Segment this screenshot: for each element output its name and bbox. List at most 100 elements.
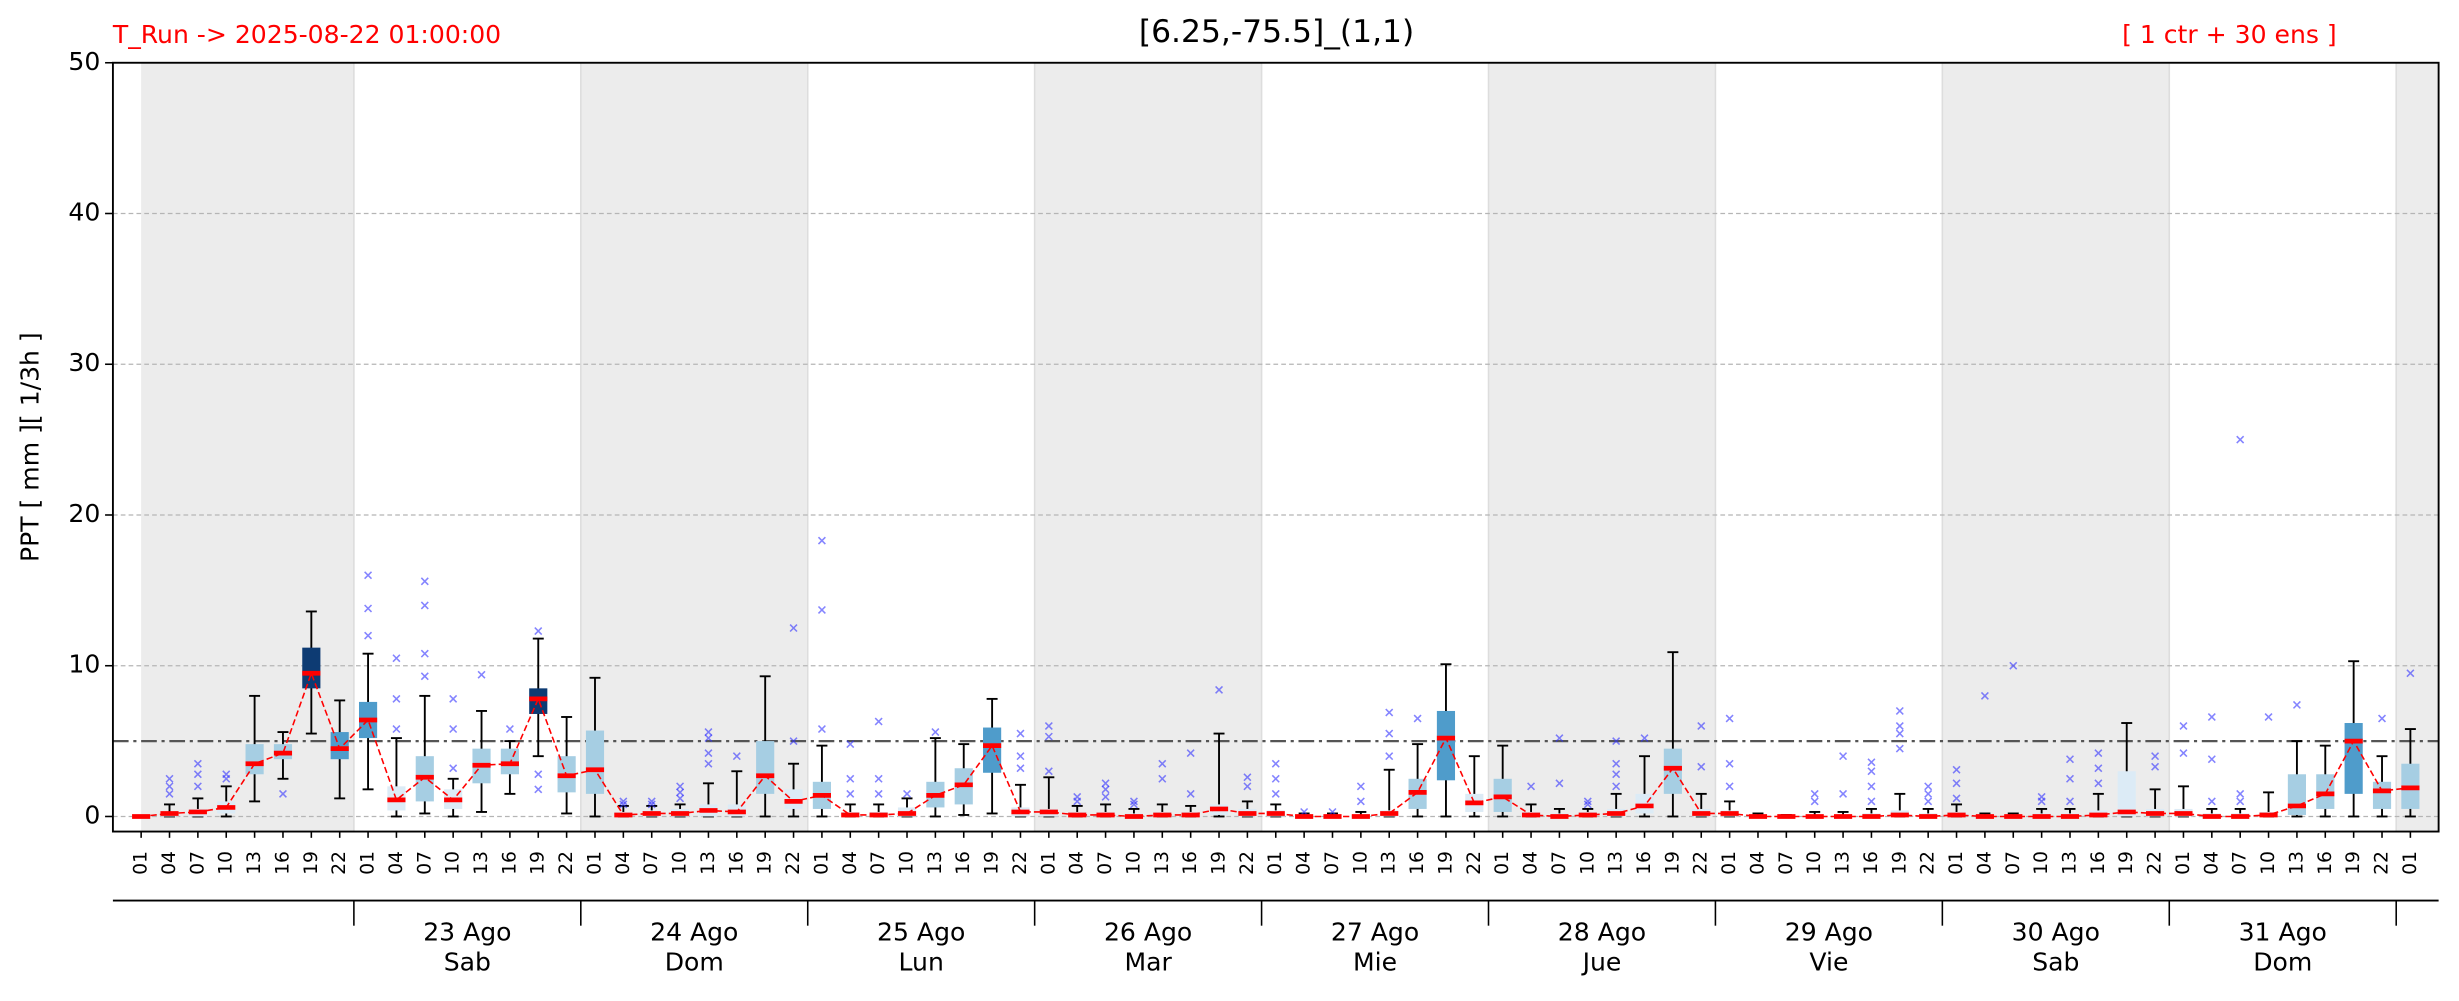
x-tick-label: 19	[301, 851, 322, 875]
x-tick-label: 19	[528, 851, 549, 875]
x-tick-label: 04	[1067, 851, 1088, 875]
x-tick-label: 13	[471, 851, 492, 875]
members-label: [ 1 ctr + 30 ens ]	[2122, 20, 2337, 49]
x-tick-label: 19	[2116, 851, 2137, 875]
x-tick-label: 07	[1776, 851, 1797, 875]
outlier	[1640, 734, 1649, 743]
outlier	[2065, 755, 2075, 764]
outlier	[505, 725, 514, 734]
box	[1436, 710, 1456, 781]
x-tick-label: 16	[1861, 851, 1882, 875]
outlier	[1583, 800, 1592, 809]
outlier	[789, 624, 798, 633]
outlier	[846, 740, 855, 749]
x-tick-label: 10	[2258, 851, 2279, 875]
outlier	[420, 601, 429, 610]
outlier	[1101, 779, 1110, 788]
outlier	[1810, 789, 1819, 798]
outlier	[420, 577, 429, 586]
outlier	[676, 794, 685, 803]
x-tick-label: 22	[2372, 851, 2393, 875]
outlier	[1016, 752, 1025, 761]
outlier	[165, 774, 174, 783]
box	[330, 732, 349, 760]
outlier	[1413, 714, 1422, 723]
outlier	[1980, 691, 1989, 700]
outlier	[1129, 800, 1138, 809]
outlier	[2151, 762, 2160, 771]
run-label: T_Run -> 2025-08-22 01:00:00	[112, 20, 501, 49]
x-tick-label: 04	[1294, 851, 1315, 875]
outlier	[1952, 794, 1961, 803]
chart-title: [6.25,-75.5]_(1,1)	[1139, 14, 1414, 50]
outlier	[2179, 722, 2188, 731]
y-tick-label: 20	[68, 499, 100, 528]
outlier	[477, 670, 486, 679]
day-shade	[141, 62, 354, 832]
x-tick-label: 10	[1123, 851, 1144, 875]
day-date: 30 Ago	[2012, 918, 2100, 947]
outlier	[1612, 782, 1621, 791]
outlier	[420, 649, 429, 658]
outlier	[1385, 708, 1394, 717]
day-shade	[1488, 62, 1716, 832]
x-tick-label: 10	[670, 851, 691, 875]
x-tick-label: 04	[613, 851, 634, 875]
box	[1663, 748, 1682, 794]
outlier	[846, 789, 855, 798]
x-tick-label: 19	[2343, 851, 2364, 875]
outlier	[420, 672, 429, 681]
outlier	[2236, 789, 2245, 798]
x-tick-label: 13	[1833, 851, 1854, 875]
x-tick-label: 13	[698, 851, 719, 875]
x-tick-label: 10	[1577, 851, 1598, 875]
day-shade	[1942, 62, 2170, 832]
x-tick-label: 16	[2088, 851, 2109, 875]
median-line	[141, 670, 2411, 818]
outlier	[2094, 764, 2103, 773]
x-tick-label: 10	[443, 851, 464, 875]
box	[2372, 781, 2392, 809]
outlier	[1612, 770, 1621, 779]
outlier	[449, 694, 458, 703]
outlier	[1867, 782, 1876, 791]
outlier	[1271, 774, 1280, 783]
day-date: 28 Ago	[1558, 918, 1646, 947]
x-tick-label: 13	[925, 851, 946, 875]
x-tick-label: 22	[556, 851, 577, 875]
day-shade	[1034, 62, 1262, 832]
day-date: 24 Ago	[650, 918, 738, 947]
outlier	[1924, 789, 1933, 798]
day-date: 29 Ago	[1785, 918, 1873, 947]
outlier	[534, 770, 543, 779]
outlier	[1158, 759, 1167, 768]
x-tick-label: 01	[1492, 851, 1513, 875]
day-weekday: Vie	[1809, 947, 1848, 976]
x-tick-label: 07	[641, 851, 662, 875]
box	[756, 741, 775, 794]
outlier	[534, 627, 543, 636]
outlier	[2094, 779, 2103, 788]
box	[983, 727, 1002, 773]
outlier	[1158, 774, 1167, 783]
outlier	[1697, 722, 1706, 731]
x-tick-label: 01	[131, 851, 152, 875]
outlier	[1725, 782, 1734, 791]
outlier	[1895, 706, 1904, 715]
outlier	[449, 725, 458, 734]
x-tick-label: 13	[1152, 851, 1173, 875]
outlier	[1385, 729, 1394, 738]
outlier	[874, 774, 883, 783]
y-tick-label: 0	[84, 800, 100, 829]
day-weekday: Sab	[444, 947, 491, 976]
outlier	[1952, 765, 1961, 774]
outlier	[1356, 797, 1365, 806]
outlier	[647, 800, 656, 809]
outlier	[1839, 752, 1848, 761]
x-tick-label: 19	[1889, 851, 1910, 875]
outlier	[1186, 789, 1195, 798]
x-tick-label: 22	[1918, 851, 1939, 875]
outlier	[392, 725, 401, 734]
outlier	[1555, 734, 1564, 743]
outlier	[1924, 797, 1933, 806]
